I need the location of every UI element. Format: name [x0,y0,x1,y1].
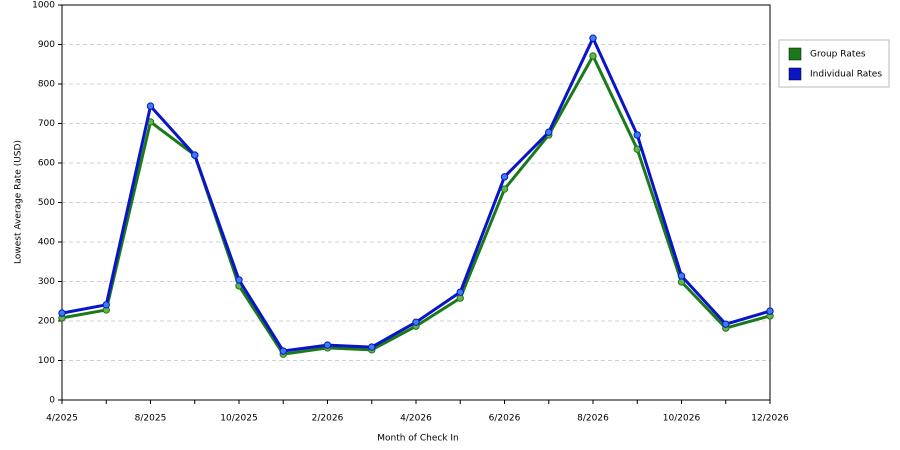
x-tick-label: 8/2025 [135,414,167,424]
data-point [456,288,464,296]
data-point [279,347,287,355]
data-point [191,151,199,159]
data-point [323,341,332,349]
y-tick-label: 400 [38,238,55,248]
data-point [500,173,509,181]
data-point [545,128,553,136]
x-tick-label: 4/2026 [400,414,432,424]
legend-label: Individual Rates [810,70,882,80]
y-tick-label: 200 [38,317,55,327]
legend-swatch [788,67,802,81]
x-tick-label: 12/2026 [751,414,789,424]
y-tick-label: 700 [38,119,55,129]
data-point [58,309,66,317]
y-tick-label: 0 [49,396,55,406]
data-point [412,318,420,326]
data-point [589,34,597,42]
data-point [677,272,686,280]
data-point [235,276,243,284]
x-axis-label: Month of Check In [377,434,459,444]
x-tick-label: 10/2025 [220,414,257,424]
y-tick-label: 300 [38,277,55,287]
y-tick-label: 1000 [32,1,55,11]
y-tick-label: 900 [38,40,55,50]
legend-swatch [788,47,802,61]
y-tick-label: 600 [38,159,55,169]
series-line [61,54,771,356]
data-point [368,343,376,351]
data-point [589,52,597,60]
y-axis-label: Lowest Average Rate (USD) [14,140,24,264]
x-tick-label: 2/2026 [312,414,344,424]
data-point [102,301,110,309]
data-point [146,102,155,110]
x-tick-label: 6/2026 [489,414,521,424]
x-tick-label: 10/2026 [663,414,701,424]
x-tick-label: 8/2026 [577,414,609,424]
data-point [722,320,730,328]
y-tick-label: 100 [38,356,55,366]
y-tick-label: 800 [38,80,55,90]
y-tick-label: 500 [38,198,55,208]
data-point [766,307,774,315]
legend-label: Group Rates [810,50,866,60]
data-point [633,131,641,139]
series-line [61,36,771,353]
x-tick-label: 4/2025 [46,414,78,424]
